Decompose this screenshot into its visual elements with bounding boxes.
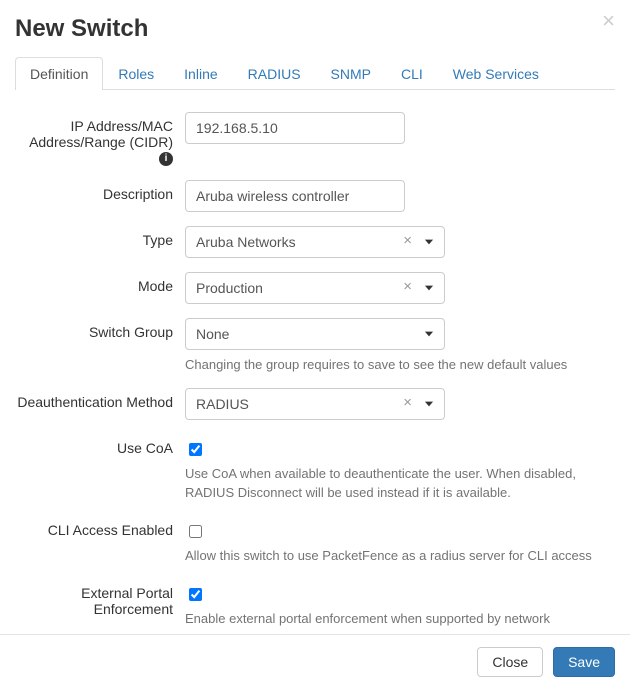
clear-icon[interactable]: ×	[403, 394, 412, 411]
tab-inline[interactable]: Inline	[169, 57, 232, 90]
ext-portal-label: External Portal Enforcement	[15, 579, 185, 617]
use-coa-label: Use CoA	[15, 434, 185, 456]
mode-label: Mode	[15, 272, 185, 294]
chevron-down-icon	[422, 281, 436, 298]
type-label: Type	[15, 226, 185, 248]
use-coa-checkbox[interactable]	[189, 443, 202, 456]
close-button[interactable]: Close	[477, 647, 543, 677]
tab-definition[interactable]: Definition	[15, 57, 103, 90]
chevron-down-icon	[422, 327, 436, 344]
mode-select-value: Production	[196, 280, 263, 296]
tab-bar: Definition Roles Inline RADIUS SNMP CLI …	[15, 57, 615, 90]
deauth-select[interactable]: RADIUS ×	[185, 388, 445, 420]
info-icon[interactable]: i	[159, 152, 173, 166]
chevron-down-icon	[422, 235, 436, 252]
ext-portal-help: Enable external portal enforcement when …	[185, 610, 615, 628]
ip-input[interactable]	[185, 112, 405, 144]
ip-label-text: IP Address/MAC Address/Range (CIDR)	[29, 118, 173, 150]
switch-group-label: Switch Group	[15, 318, 185, 340]
deauth-select-value: RADIUS	[196, 396, 249, 412]
description-input[interactable]	[185, 180, 405, 212]
cli-access-help: Allow this switch to use PacketFence as …	[185, 547, 615, 565]
type-select[interactable]: Aruba Networks ×	[185, 226, 445, 258]
close-icon[interactable]: ×	[602, 10, 615, 32]
tab-snmp[interactable]: SNMP	[316, 57, 386, 90]
switch-group-select[interactable]: None	[185, 318, 445, 350]
description-label: Description	[15, 180, 185, 202]
deauth-label: Deauthentication Method	[15, 388, 185, 410]
cli-access-label: CLI Access Enabled	[15, 516, 185, 538]
tab-radius[interactable]: RADIUS	[233, 57, 316, 90]
type-select-value: Aruba Networks	[196, 234, 296, 250]
cli-access-checkbox[interactable]	[189, 525, 202, 538]
page-title: New Switch	[15, 15, 615, 43]
use-coa-help: Use CoA when available to deauthenticate…	[185, 465, 615, 501]
tab-cli[interactable]: CLI	[386, 57, 438, 90]
ext-portal-checkbox[interactable]	[189, 588, 202, 601]
chevron-down-icon	[422, 397, 436, 414]
footer: Close Save	[0, 634, 630, 689]
mode-select[interactable]: Production ×	[185, 272, 445, 304]
save-button[interactable]: Save	[553, 647, 615, 677]
tab-roles[interactable]: Roles	[103, 57, 169, 90]
switch-group-select-value: None	[196, 326, 229, 342]
tab-web-services[interactable]: Web Services	[438, 57, 554, 90]
ip-label: IP Address/MAC Address/Range (CIDR) i	[15, 112, 185, 166]
clear-icon[interactable]: ×	[403, 278, 412, 295]
switch-group-help: Changing the group requires to save to s…	[185, 356, 615, 374]
clear-icon[interactable]: ×	[403, 232, 412, 249]
